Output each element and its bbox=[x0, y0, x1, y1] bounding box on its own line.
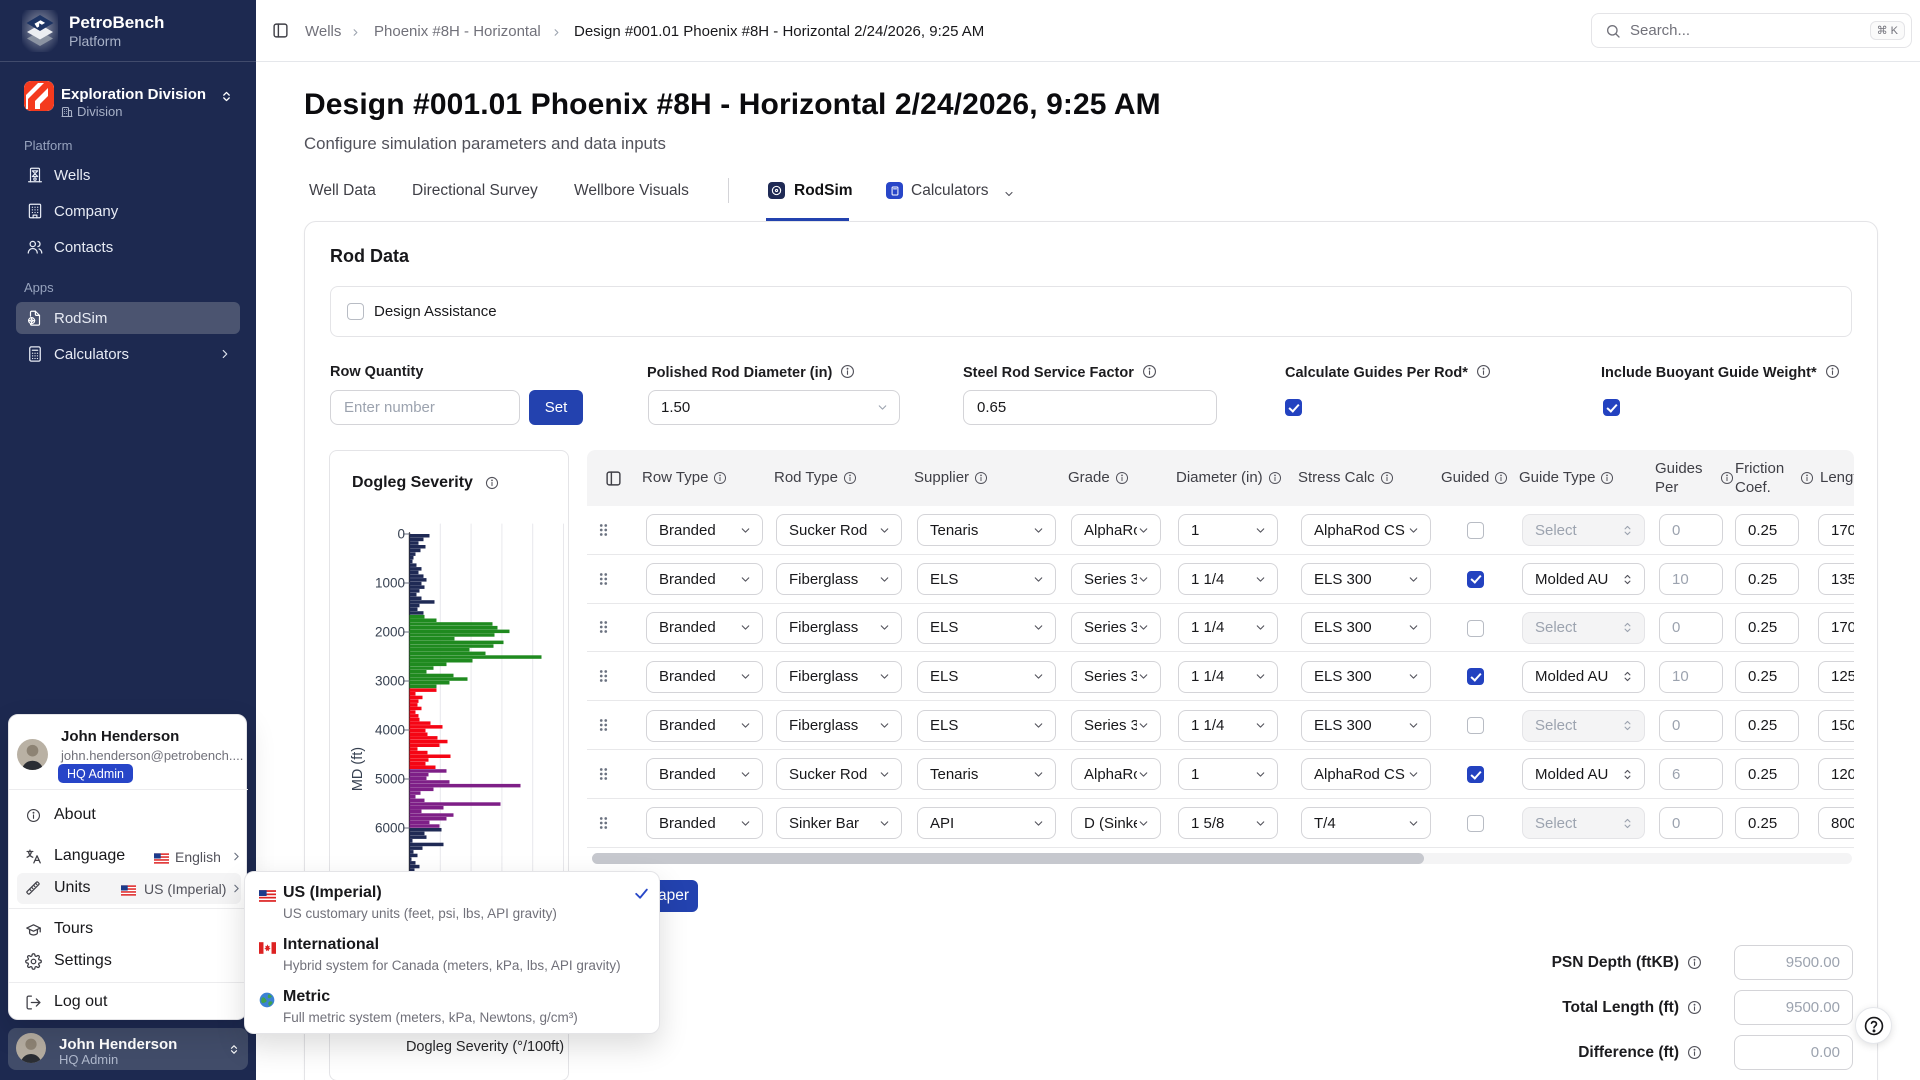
svg-text:6000: 6000 bbox=[375, 821, 405, 836]
svg-text:MD (ft): MD (ft) bbox=[350, 747, 366, 791]
svg-text:1000: 1000 bbox=[375, 576, 405, 591]
svg-text:4000: 4000 bbox=[375, 723, 405, 738]
svg-text:0: 0 bbox=[397, 527, 405, 542]
svg-text:5000: 5000 bbox=[375, 772, 405, 787]
svg-text:2000: 2000 bbox=[375, 625, 405, 640]
svg-text:3000: 3000 bbox=[375, 674, 405, 689]
